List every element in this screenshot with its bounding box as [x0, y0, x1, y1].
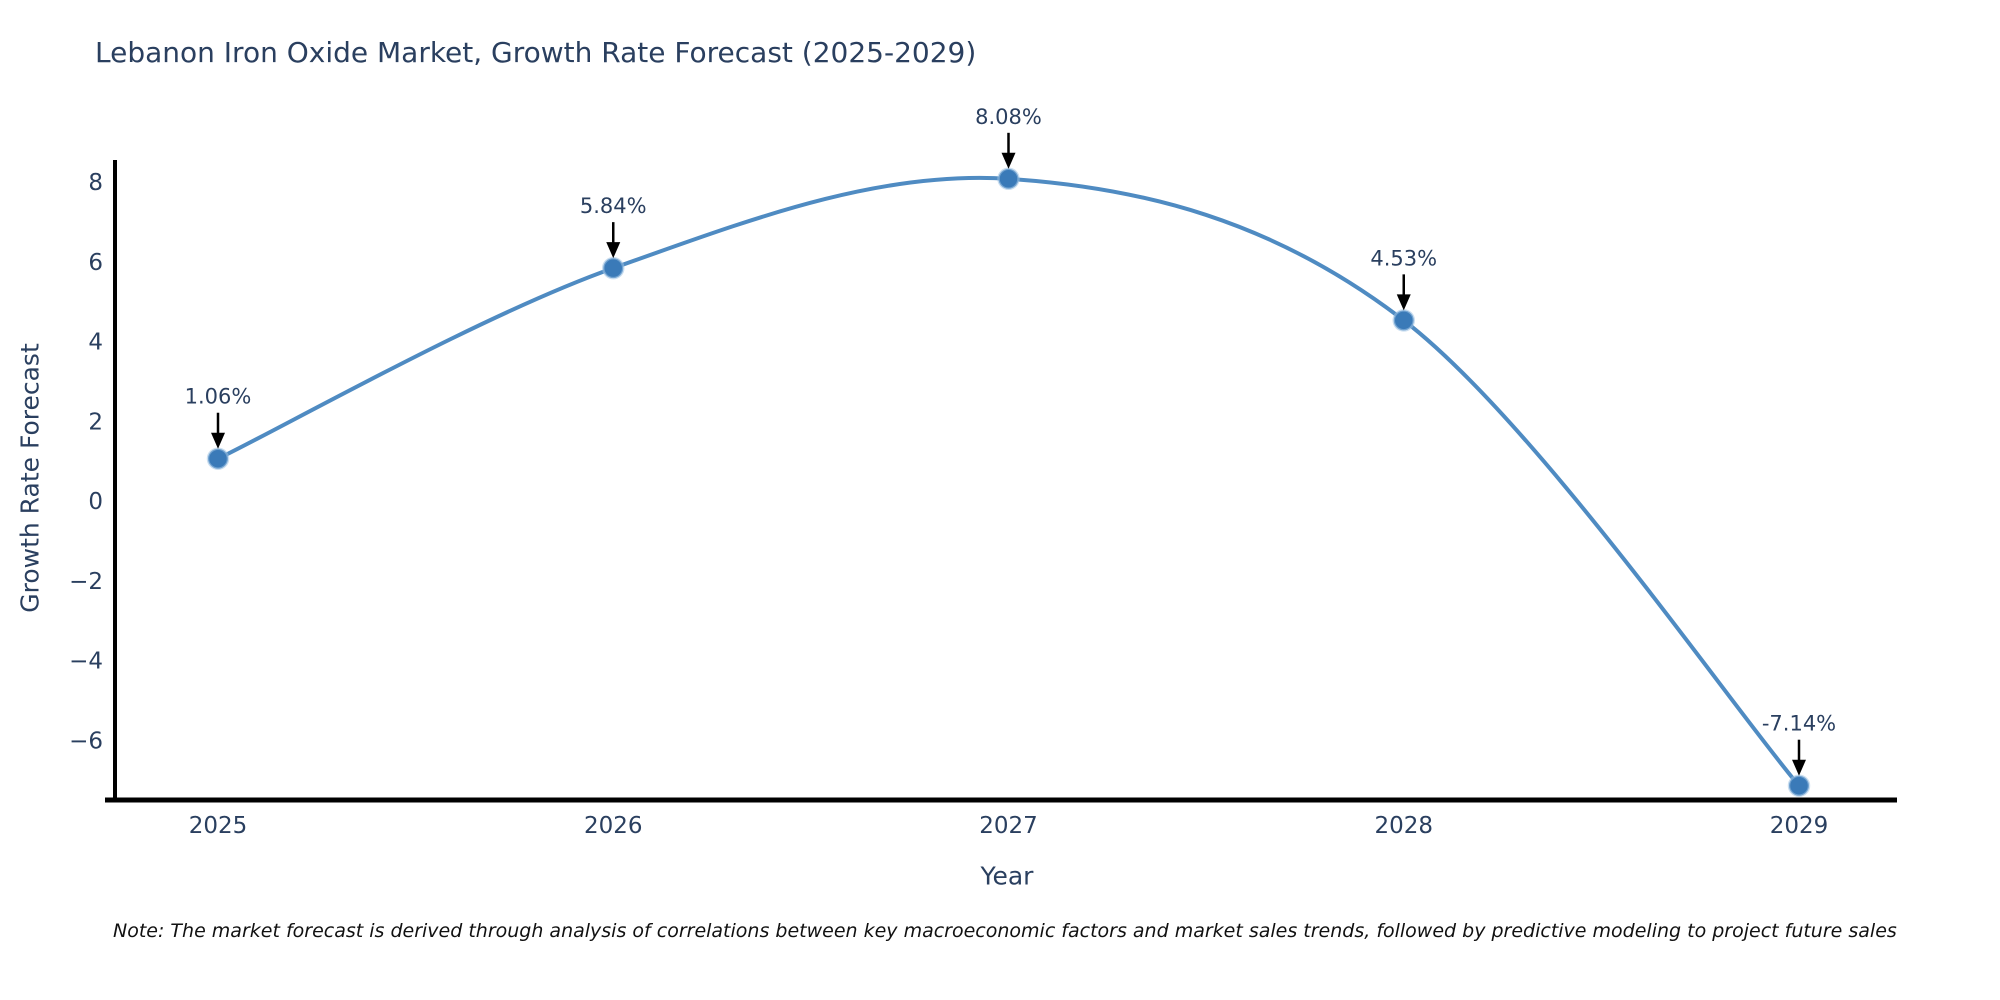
data-point-marker [602, 256, 625, 280]
annotation-arrow-head [606, 242, 621, 259]
point-value-label: 5.84% [580, 194, 647, 218]
x-tick-label: 2026 [584, 813, 643, 839]
y-tick-label: −6 [69, 728, 103, 754]
x-tick-label: 2027 [979, 813, 1038, 839]
y-tick-label: 4 [88, 330, 103, 356]
point-value-label: 4.53% [1370, 246, 1437, 270]
chart-title: Lebanon Iron Oxide Market, Growth Rate F… [95, 36, 977, 69]
x-tick-label: 2029 [1770, 813, 1829, 839]
point-value-label: -7.14% [1762, 712, 1836, 736]
annotation-arrow-head [1792, 759, 1806, 776]
annotation-arrow-head [211, 432, 225, 449]
y-tick-label: −4 [69, 649, 103, 675]
x-axis-title: Year [980, 861, 1034, 891]
y-tick-label: 0 [88, 489, 103, 515]
point-value-label: 1.06% [185, 385, 252, 409]
y-tick-label: 6 [88, 250, 103, 276]
chart-footnote: Note: The market forecast is derived thr… [113, 920, 1897, 942]
x-tick-label: 2025 [189, 813, 248, 839]
annotation-arrow-head [1396, 294, 1411, 311]
data-point-marker [1392, 309, 1415, 332]
data-point-marker [997, 167, 1020, 191]
y-tick-label: −2 [69, 569, 103, 595]
annotation-arrow-head [1001, 152, 1016, 169]
point-value-label: 8.08% [975, 105, 1042, 129]
data-point-marker [206, 447, 230, 470]
forecast-line [216, 175, 1801, 788]
y-tick-label: 8 [88, 170, 103, 196]
x-tick-label: 2028 [1374, 813, 1433, 839]
data-point-marker [1787, 774, 1811, 797]
y-tick-label: 2 [88, 409, 103, 435]
